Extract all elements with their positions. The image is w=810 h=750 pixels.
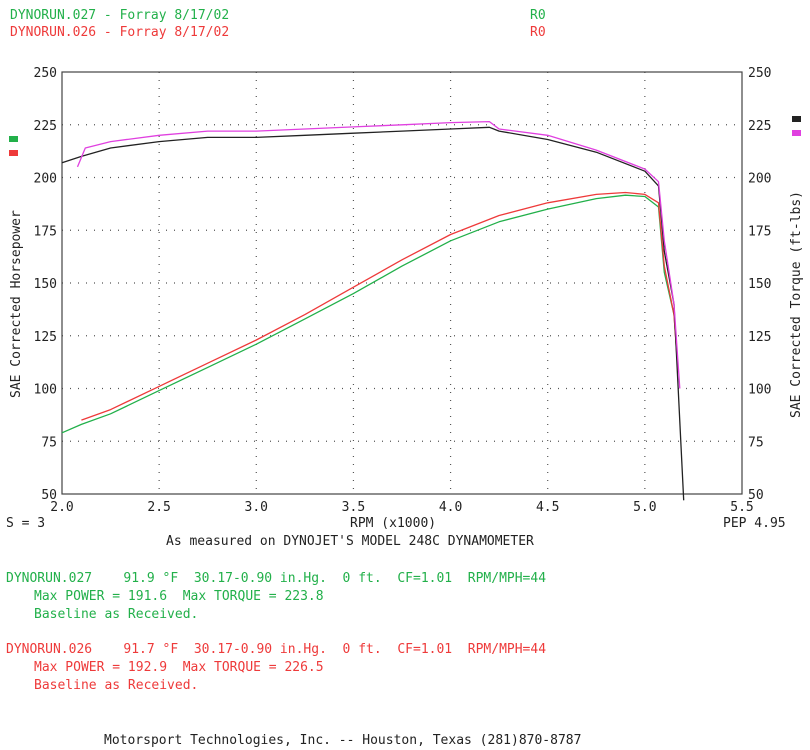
- y-tick-label-right: 175: [748, 224, 771, 239]
- run1-tq-swatch: [792, 116, 801, 122]
- smoothing-label: S = 3: [6, 516, 46, 531]
- right-axis-label: SAE Corrected Torque (ft-lbs): [789, 191, 804, 418]
- x-tick-label: 5.5: [730, 500, 753, 515]
- run2-code: R0: [530, 25, 546, 40]
- run1-title: DYNORUN.027 - Forray 8/17/02: [10, 8, 230, 23]
- y-tick-label-left: 75: [41, 435, 57, 450]
- run2-note: Baseline as Received.: [34, 678, 199, 693]
- plot-frame: [61, 71, 743, 495]
- run1-max: Max POWER = 191.6 Max TORQUE = 223.8: [34, 589, 324, 604]
- y-tick-label-right: 150: [748, 277, 771, 292]
- y-tick-label-left: 50: [41, 488, 57, 503]
- right-y-ticks: 50 75 100 125 150 175 200 225 250: [748, 66, 771, 503]
- run1-note: Baseline as Received.: [34, 607, 199, 622]
- y-tick-label-right: 75: [748, 435, 764, 450]
- x-axis-label: RPM (x1000): [350, 516, 437, 531]
- series-run026-power: [81, 191, 679, 421]
- series-run026-torque: [76, 120, 681, 389]
- left-y-ticks: 50 75 100 125 150 175 200 225 250: [34, 66, 57, 503]
- y-tick-label-right: 225: [748, 119, 771, 134]
- y-tick-label-right: 250: [748, 66, 771, 81]
- x-ticks: 2.0 2.5 3.0 3.5 4.0 4.5 5.0 5.5: [50, 500, 753, 515]
- run2-title: DYNORUN.026 - Forray 8/17/02: [10, 25, 230, 40]
- run2-conditions: DYNORUN.026 91.7 °F 30.17-0.90 in.Hg. 0 …: [6, 642, 547, 657]
- x-tick-label: 4.5: [536, 500, 559, 515]
- dyno-chart: 50 75 100 125 150 175 200 225 250 50 75 100 125 150 1…: [9, 66, 804, 515]
- x-tick-label: 5.0: [633, 500, 656, 515]
- series-run027-power: [61, 194, 679, 434]
- y-tick-label-right: 50: [748, 488, 764, 503]
- x-tick-label: 2.0: [50, 500, 73, 515]
- run1-hp-swatch: [9, 136, 18, 142]
- y-tick-label-left: 250: [34, 66, 57, 81]
- x-tick-label: 2.5: [147, 500, 170, 515]
- pep-label: PEP 4.95: [723, 516, 786, 531]
- run1-code: R0: [530, 8, 546, 23]
- run2-hp-swatch: [9, 150, 18, 156]
- series-run027-torque: [61, 126, 685, 501]
- y-tick-label-left: 175: [34, 224, 57, 239]
- run2-tq-swatch: [792, 130, 801, 136]
- footer-company: Motorsport Technologies, Inc. -- Houston…: [104, 733, 582, 748]
- y-tick-label-left: 200: [34, 172, 57, 187]
- y-tick-label-right: 200: [748, 172, 771, 187]
- y-tick-label-left: 100: [34, 383, 57, 398]
- y-tick-label-left: 125: [34, 330, 57, 345]
- y-tick-label-right: 125: [748, 330, 771, 345]
- x-tick-label: 3.5: [342, 500, 365, 515]
- y-tick-label-left: 150: [34, 277, 57, 292]
- chart-series: [61, 120, 685, 501]
- run2-max: Max POWER = 192.9 Max TORQUE = 226.5: [34, 660, 324, 675]
- x-tick-label: 4.0: [439, 500, 462, 515]
- run1-conditions: DYNORUN.027 91.9 °F 30.17-0.90 in.Hg. 0 …: [6, 571, 547, 586]
- left-axis-label: SAE Corrected Horsepower: [9, 210, 24, 398]
- measured-note: As measured on DYNOJET'S MODEL 248C DYNA…: [166, 534, 534, 549]
- x-tick-label: 3.0: [245, 500, 268, 515]
- y-tick-label-left: 225: [34, 119, 57, 134]
- y-tick-label-right: 100: [748, 383, 771, 398]
